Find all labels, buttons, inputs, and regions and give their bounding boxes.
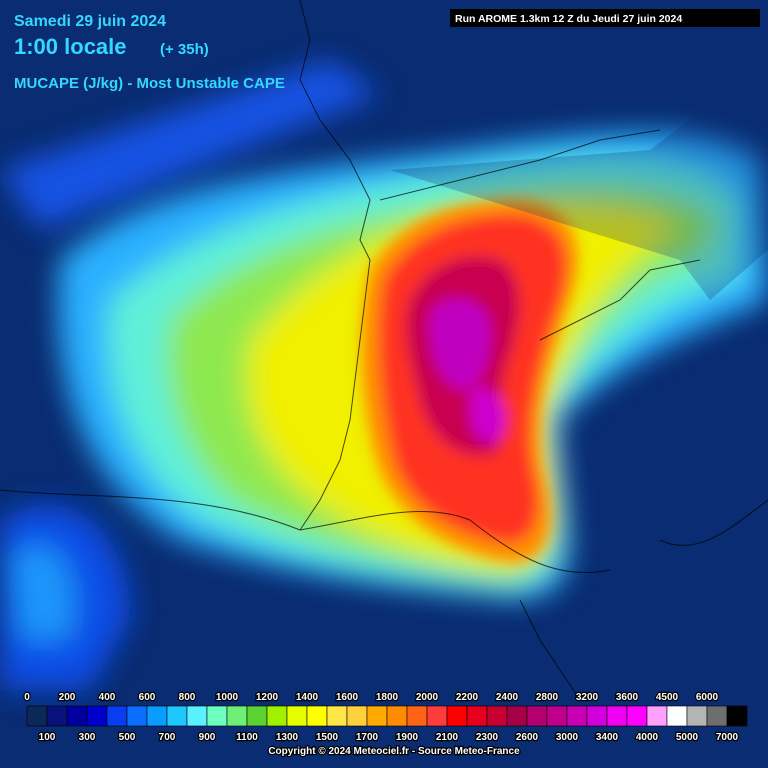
time: 1:00 locale — [14, 34, 127, 59]
legend-label: 1800 — [376, 692, 399, 703]
lead-time: (+ 35h) — [160, 41, 209, 58]
legend-label: 2000 — [416, 692, 439, 703]
legend-label: 2400 — [496, 692, 519, 703]
legend-swatch — [66, 705, 88, 727]
legend-label: 2600 — [516, 732, 539, 743]
legend-swatch — [466, 705, 488, 727]
legend-swatch — [126, 705, 148, 727]
run-info: Run AROME 1.3km 12 Z du Jeudi 27 juin 20… — [455, 13, 682, 25]
legend-swatch — [386, 705, 408, 727]
legend-label: 1000 — [216, 692, 239, 703]
legend-swatch — [146, 705, 168, 727]
legend-label: 1100 — [236, 732, 258, 743]
legend-label: 0 — [24, 692, 30, 703]
legend-swatch — [686, 705, 708, 727]
legend-label: 3600 — [616, 692, 639, 703]
legend-label: 6000 — [696, 692, 719, 703]
legend-label: 1900 — [396, 732, 419, 743]
legend-swatch — [226, 705, 248, 727]
legend-swatch — [366, 705, 388, 727]
legend-swatch — [426, 705, 448, 727]
borders — [0, 0, 768, 701]
legend-swatch — [406, 705, 428, 727]
legend-label: 2300 — [476, 732, 499, 743]
legend-swatch — [546, 705, 568, 727]
legend-swatch — [446, 705, 468, 727]
legend-swatch — [86, 705, 108, 727]
legend-swatch — [326, 705, 348, 727]
legend-label: 2800 — [536, 692, 559, 703]
run-box — [450, 9, 760, 27]
legend-label: 600 — [139, 692, 156, 703]
legend-label: 500 — [119, 732, 136, 743]
legend: 0 200 400 600 800 1000 1200 1400 1600 1800 2000 220… — [23, 691, 748, 744]
legend-label: 200 — [59, 692, 76, 703]
legend-swatch — [26, 705, 48, 727]
legend-label: 400 — [99, 692, 116, 703]
legend-label: 1600 — [336, 692, 359, 703]
legend-label: 7000 — [716, 732, 739, 743]
legend-swatch — [106, 705, 128, 727]
legend-swatch — [486, 705, 508, 727]
legend-label: 900 — [199, 732, 216, 743]
legend-swatch — [166, 705, 188, 727]
legend-swatch — [646, 705, 668, 727]
date: Samedi 29 juin 2024 — [14, 13, 166, 30]
legend-swatch — [46, 705, 68, 727]
legend-label: 700 — [159, 732, 176, 743]
legend-label: 1400 — [296, 692, 319, 703]
legend-swatch — [506, 705, 528, 727]
legend-label: 2200 — [456, 692, 479, 703]
legend-label: 2100 — [436, 732, 459, 743]
legend-swatch — [626, 705, 648, 727]
legend-swatch — [526, 705, 548, 727]
legend-label: 1300 — [276, 732, 299, 743]
legend-swatch — [186, 705, 208, 727]
legend-swatch — [346, 705, 368, 727]
legend-swatch — [306, 705, 328, 727]
legend-swatch — [666, 705, 688, 727]
legend-label: 3400 — [596, 732, 619, 743]
legend-label: 3200 — [576, 692, 599, 703]
copyright: Copyright © 2024 Meteociel.fr - Source M… — [268, 746, 520, 757]
legend-swatch — [726, 705, 748, 727]
legend-swatch — [566, 705, 588, 727]
legend-label: 1700 — [356, 732, 379, 743]
legend-label: 4000 — [636, 732, 659, 743]
legend-swatch — [606, 705, 628, 727]
legend-swatch — [246, 705, 268, 727]
legend-swatch — [286, 705, 308, 727]
legend-label: 4500 — [656, 692, 679, 703]
legend-swatch — [206, 705, 228, 727]
legend-label: 100 — [39, 732, 56, 743]
legend-label: 5000 — [676, 732, 699, 743]
legend-swatch — [586, 705, 608, 727]
legend-label: 1200 — [256, 692, 279, 703]
legend-label: 1500 — [316, 732, 339, 743]
legend-swatch — [266, 705, 288, 727]
parameter: MUCAPE (J/kg) - Most Unstable CAPE — [14, 75, 285, 92]
legend-swatch — [706, 705, 728, 727]
legend-label: 800 — [179, 692, 196, 703]
legend-label: 3000 — [556, 732, 579, 743]
legend-label: 300 — [79, 732, 96, 743]
